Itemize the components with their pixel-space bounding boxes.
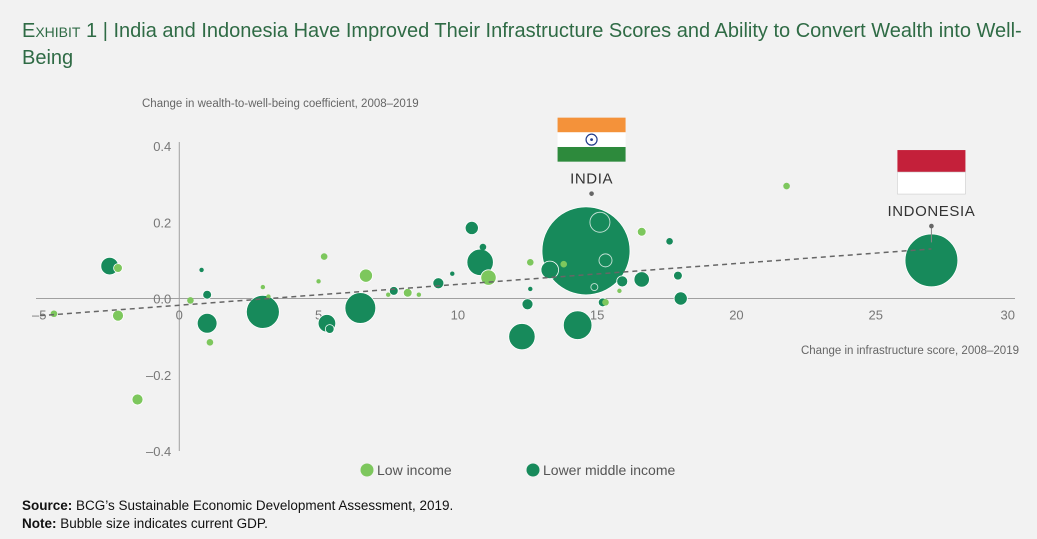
bubble-low-income [316, 279, 321, 284]
bubble-low-income [260, 284, 266, 290]
bubble-lower-middle-income [633, 271, 650, 288]
legend: Low income Lower middle income [360, 462, 675, 478]
x-tick-label: –5 [32, 308, 46, 323]
title-text: India and Indonesia Have Improved Their … [22, 20, 1022, 69]
bubble-lower-middle-income [344, 292, 377, 324]
note-text: Bubble size indicates current GDP. [60, 516, 268, 531]
chart-axes: 0.4 0.2 0.0 –0.2 –0.4 –5 0 5 10 15 20 25 30 Change in… [32, 98, 1019, 459]
x-tick-label: 20 [729, 308, 743, 323]
annotation-marker-dot [589, 191, 594, 196]
bubble-lower-middle-income [464, 220, 479, 235]
bubble-lower-middle-income [562, 310, 593, 340]
bubble-lower-middle-income [528, 286, 533, 292]
bubble-lower-middle-income [324, 324, 335, 334]
flag-band-white [897, 171, 966, 195]
bubble-lower-middle-income [673, 270, 683, 281]
india-flag-icon [557, 117, 626, 162]
bubble-low-income [636, 226, 647, 237]
x-tick-label: 0 [176, 308, 183, 323]
bubble-lower-middle-income [479, 243, 487, 251]
flag-band-red [897, 150, 966, 173]
y-tick-label: –0.4 [146, 444, 171, 459]
flag-band-green [557, 146, 626, 162]
bubble-low-income [131, 393, 144, 406]
legend-swatch [526, 463, 540, 477]
chart-footer: Source: BCG’s Sustainable Economic Devel… [22, 497, 453, 533]
annotations-layer: INDIA INDONESIA [557, 117, 975, 243]
bubble-low-income [416, 292, 422, 297]
bubble-low-income [386, 292, 391, 297]
bubble-lower-middle-income [616, 275, 629, 288]
legend-label: Low income [377, 462, 452, 478]
bubble-low-income [206, 339, 214, 346]
bubble-outline [598, 253, 613, 268]
source-label: Source: [22, 498, 73, 513]
bubble-lower-middle-income [245, 294, 280, 329]
y-axis-title: Change in wealth-to-well-being coefficie… [142, 98, 419, 110]
note-line: Note: Bubble size indicates current GDP. [22, 515, 453, 533]
bubble-low-income [266, 294, 271, 299]
bubble-low-income [358, 268, 373, 283]
bubble-lower-middle-income [450, 271, 455, 276]
chakra-hub [590, 138, 593, 142]
bubble-low-income [50, 310, 58, 318]
annotation-label-indonesia: INDONESIA [887, 203, 975, 220]
bubble-low-income [526, 258, 534, 266]
bubble-lower-middle-income [388, 286, 399, 296]
trendline-layer [39, 248, 932, 317]
note-label: Note: [22, 516, 57, 531]
y-tick-label: 0.4 [153, 139, 171, 154]
exhibit-number: Exhibit 1 [22, 20, 98, 42]
bubble-low-income [402, 287, 413, 298]
bubble-lower-middle-income [466, 248, 494, 276]
y-tick-label: 0.0 [153, 292, 171, 307]
bubbles-layer [50, 182, 959, 406]
bubble-lower-middle-income [432, 277, 445, 290]
bubble-low-income [617, 288, 622, 294]
bubble-lower-middle-income [673, 291, 688, 306]
bubble-outline [589, 211, 611, 233]
y-tick-label: 0.2 [153, 215, 171, 230]
bubble-lower-middle-income [521, 298, 534, 311]
indonesia-flag-icon [897, 150, 966, 195]
bubble-lower-middle-income [508, 323, 536, 351]
bubble-low-income [560, 260, 568, 268]
bubble-lower-middle-income [196, 312, 218, 334]
legend-swatch [360, 463, 374, 477]
bubble-lower-middle-income [540, 260, 559, 280]
bubble-low-income [602, 299, 609, 306]
bubble-low-income [113, 263, 123, 273]
x-tick-label: 25 [868, 308, 882, 323]
exhibit-title: Exhibit 1 | India and Indonesia Have Imp… [22, 18, 1022, 72]
x-axis-title: Change in infrastructure score, 2008–201… [801, 345, 1019, 357]
bubble-lower-middle-income [666, 238, 673, 245]
flag-band-saffron [557, 117, 626, 133]
chakra-icon [585, 133, 598, 146]
bubble-lower-middle-income [202, 289, 212, 300]
x-tick-label: 10 [451, 308, 465, 323]
annotation-marker-dot [929, 223, 934, 229]
x-tick-label: 15 [590, 308, 604, 323]
bubble-low-income [112, 309, 124, 322]
y-tick-label: –0.2 [146, 368, 171, 383]
bubble-lower-middle-income [199, 267, 204, 273]
bubble-low-income [187, 297, 194, 304]
source-text: BCG’s Sustainable Economic Development A… [76, 498, 454, 513]
bubble-outline [590, 283, 599, 292]
bubble-low-income [783, 182, 790, 190]
bubble-low-income [320, 253, 328, 260]
x-tick-label: 5 [315, 308, 322, 323]
title-separator: | [102, 20, 108, 42]
source-line: Source: BCG’s Sustainable Economic Devel… [22, 497, 453, 515]
annotation-label-india: INDIA [570, 171, 613, 188]
x-tick-label: 30 [1001, 308, 1015, 323]
trendline [39, 248, 932, 317]
legend-label: Lower middle income [543, 462, 675, 478]
